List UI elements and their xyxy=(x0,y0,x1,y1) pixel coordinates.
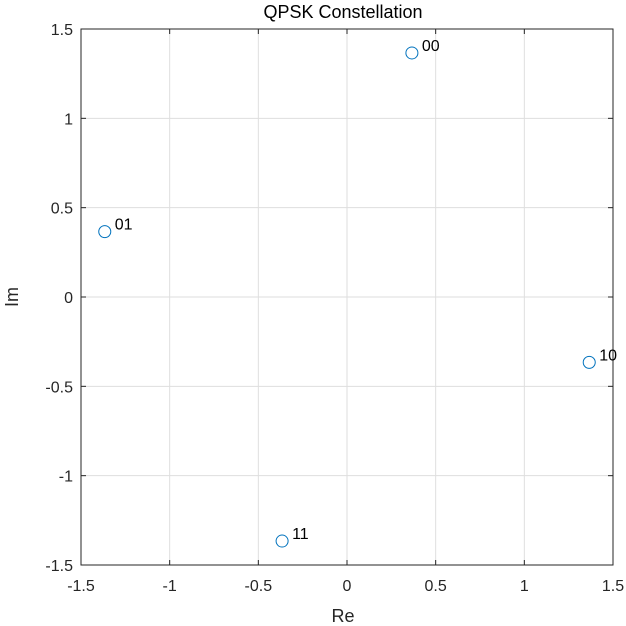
constellation-point xyxy=(275,534,289,548)
y-tick-label: -1.5 xyxy=(45,558,73,575)
y-tick-label: -0.5 xyxy=(45,379,73,396)
x-tick-label: 1 xyxy=(520,578,529,595)
y-tick-label: 0 xyxy=(64,290,73,307)
data-points: 00 01 10 11 xyxy=(98,38,617,548)
constellation-point xyxy=(582,355,596,369)
x-tick-label: -1 xyxy=(163,578,177,595)
y-tick-label: 1 xyxy=(64,111,73,128)
y-axis-label: Im xyxy=(2,287,22,307)
point-label: 00 xyxy=(422,38,440,55)
axis-ticks: -1.5 -1 -0.5 0 0.5 1 1.5 -1.5 -1 -0.5 0 0.5 1 1.5 xyxy=(45,22,624,595)
point-label: 10 xyxy=(599,347,617,364)
grid xyxy=(80,28,614,566)
x-tick-label: 0.5 xyxy=(425,578,447,595)
x-tick-label: -1.5 xyxy=(67,578,95,595)
constellation-point xyxy=(405,46,419,60)
x-tick-label: 0 xyxy=(343,578,352,595)
y-tick-label: 0.5 xyxy=(51,201,73,218)
x-tick-label: 1.5 xyxy=(602,578,624,595)
y-tick-label: -1 xyxy=(59,469,73,486)
point-label: 01 xyxy=(115,217,133,234)
x-axis-label: Re xyxy=(331,606,354,626)
constellation-point xyxy=(98,225,112,239)
x-tick-label: -0.5 xyxy=(245,578,273,595)
chart-title: QPSK Constellation xyxy=(263,2,422,22)
point-label: 11 xyxy=(292,526,309,543)
y-tick-label: 1.5 xyxy=(51,22,73,39)
